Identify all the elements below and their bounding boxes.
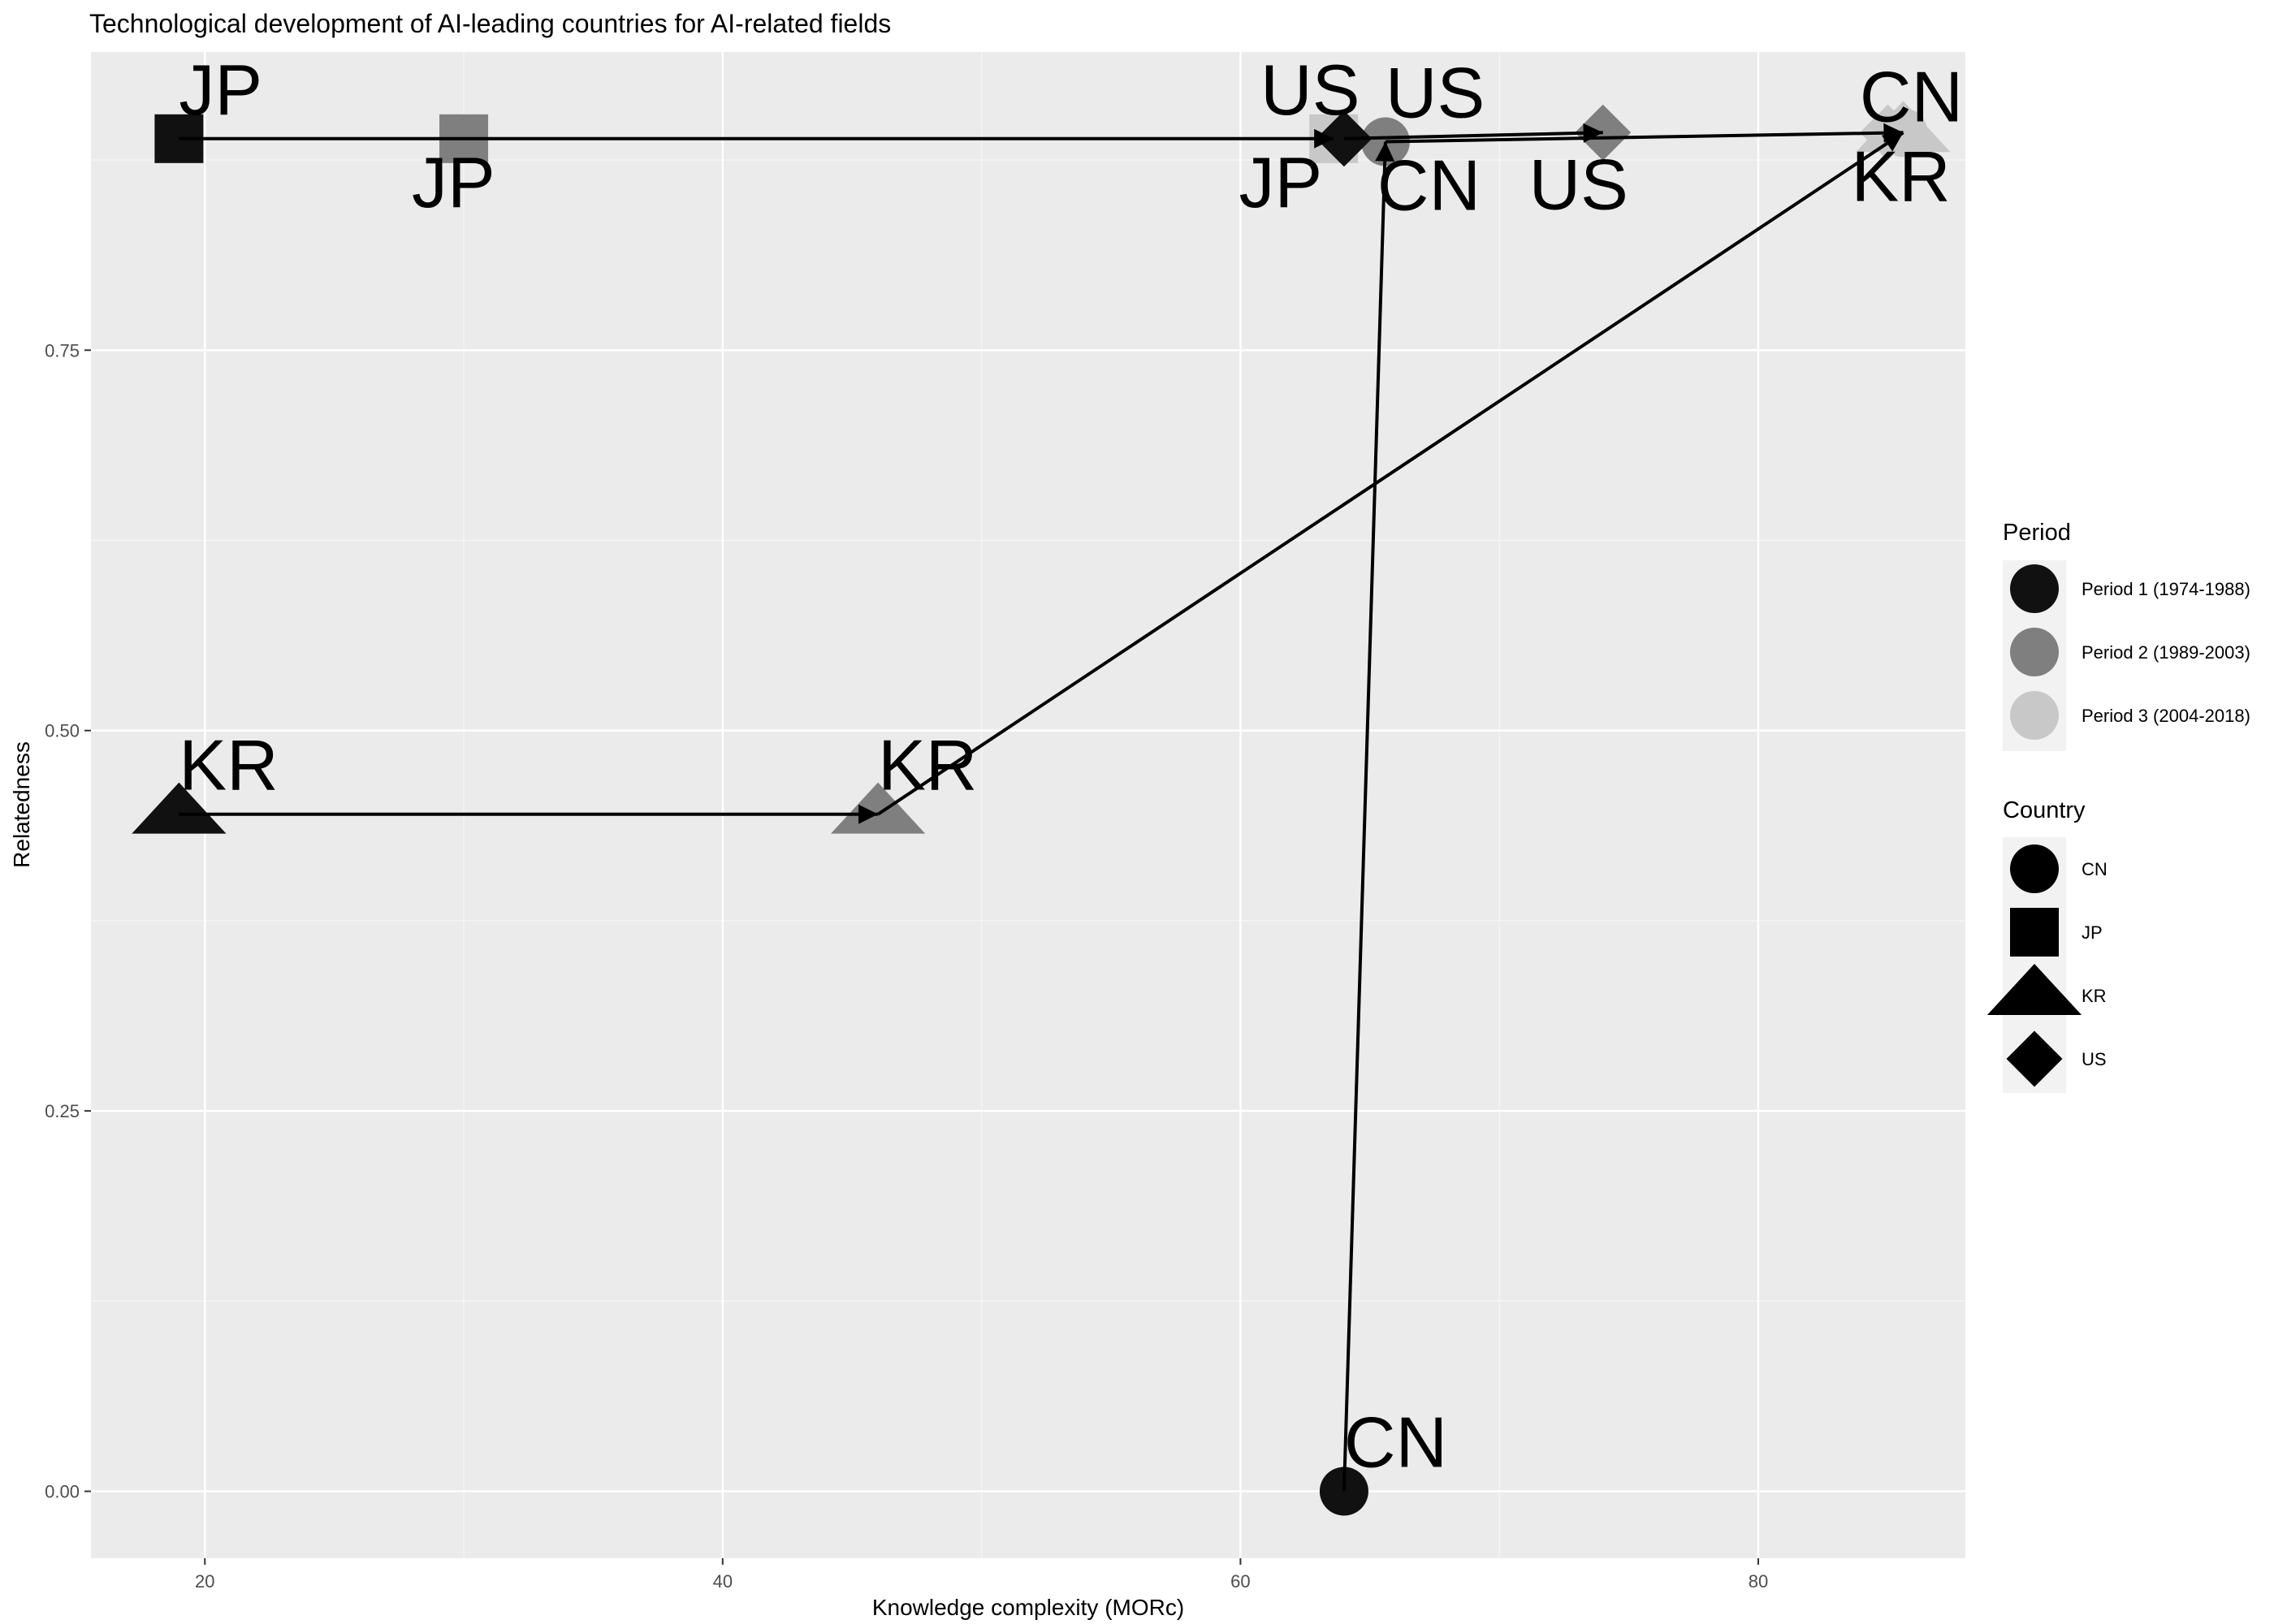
y-axis-label: Relatedness [9,741,34,868]
legend-country-label: US [2082,1049,2107,1069]
legend-period-label: Period 2 (1989-2003) [2082,642,2250,663]
legend-country-title: Country [2003,797,2086,823]
x-axis-label: Knowledge complexity (MORc) [872,1595,1184,1620]
point-label-us: US [1529,144,1628,224]
point-kr-p1 [132,782,227,834]
legend-period: Period Period 1 (1974-1988) Period 2 (198… [2003,520,2250,751]
legend-country-key-jp [2010,908,2059,957]
legend-period-key [2010,691,2059,740]
legend-country-label: KR [2082,986,2107,1006]
point-label-cn: CN [1377,145,1481,226]
point-label-kr: KR [878,725,977,806]
point-label-cn: CN [1344,1402,1447,1483]
y-tick-label: 0.00 [45,1482,80,1502]
x-tick-label: 20 [195,1571,214,1592]
x-tick-label: 40 [713,1571,733,1592]
plot-panel [91,52,1965,1558]
legend-country-label: CN [2082,859,2108,879]
trajectory-arrow [1385,123,1904,144]
data-points [132,101,1951,1516]
y-tick-label: 0.75 [45,340,80,361]
x-tick-label: 80 [1749,1571,1768,1592]
y-tick-label: 0.25 [45,1101,80,1121]
legend-period-key [2010,628,2059,676]
trajectory-arrows [179,123,1904,1492]
legend-country-label: JP [2082,922,2103,943]
point-label-jp: JP [412,142,495,222]
trajectory-arrow [876,131,1904,816]
trajectory-arrow [1343,123,1603,143]
point-label-cn: CN [1860,56,1963,136]
legend-country-key-cn [2010,844,2059,893]
legend-country: Country CN JP KR US [1987,797,2108,1093]
legend-period-title: Period [2003,520,2071,546]
point-label-jp: JP [1239,142,1322,222]
point-kr-p2 [830,782,926,834]
legend-country-key-us [2006,1030,2063,1087]
grid [91,52,1965,1558]
point-label-us: US [1260,50,1360,130]
point-label-kr: KR [179,725,278,806]
point-label-us: US [1386,53,1485,133]
point-label-jp: JP [179,50,262,130]
chart-title: Technological development of AI-leading … [89,9,891,38]
point-label-kr: KR [1851,136,1950,216]
legend-period-key [2010,564,2059,613]
y-tick-label: 0.50 [45,721,80,741]
axis-ticks: 20 40 60 80 0.00 0.25 0.50 0.75 [45,340,1768,1592]
legend-country-key-kr [1987,963,2082,1015]
x-tick-label: 60 [1230,1571,1250,1592]
legend-period-label: Period 3 (2004-2018) [2082,706,2250,726]
trajectory-arrow [1342,141,1395,1492]
legend-period-label: Period 1 (1974-1988) [2082,579,2250,599]
